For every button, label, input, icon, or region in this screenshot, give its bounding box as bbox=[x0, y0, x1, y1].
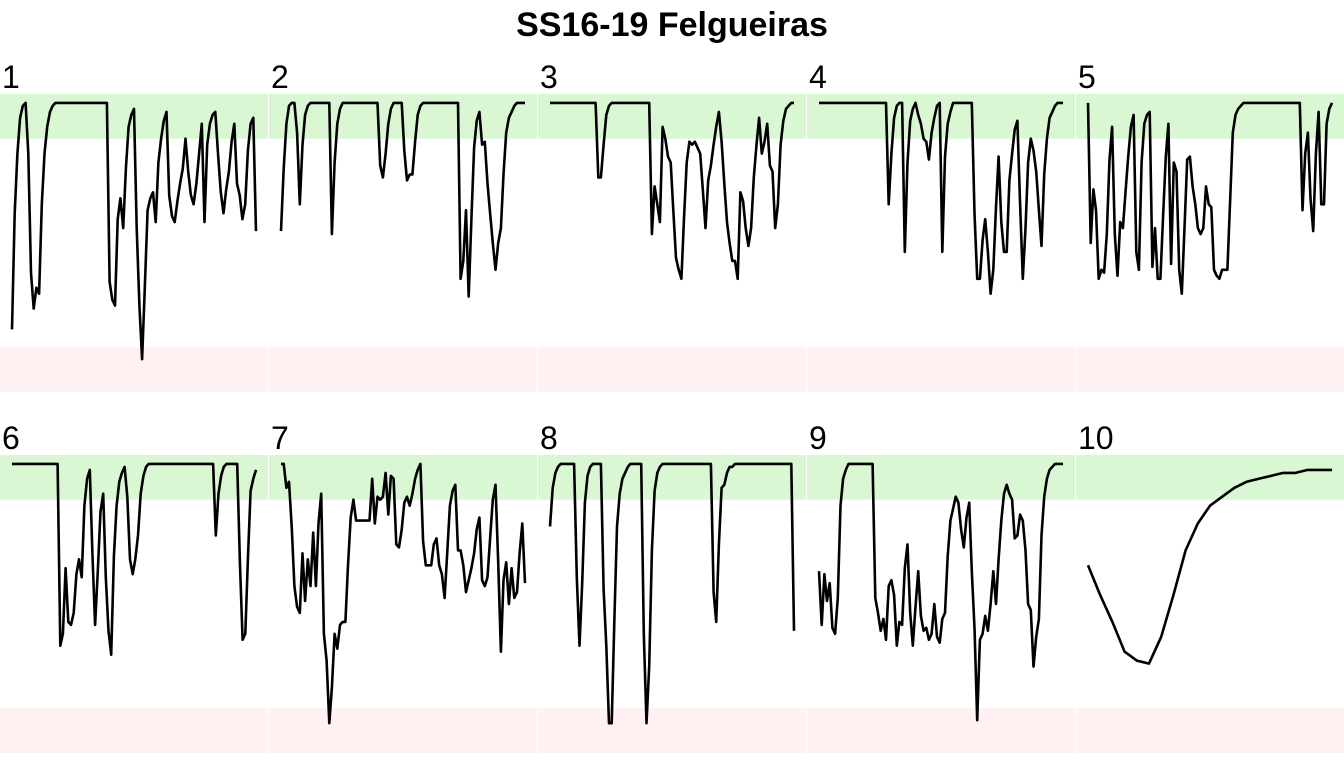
panel-label: 3 bbox=[540, 59, 558, 95]
series-line-6 bbox=[12, 462, 258, 657]
band-low bbox=[807, 708, 1075, 753]
panel-label: 6 bbox=[2, 420, 20, 456]
band-high bbox=[269, 455, 537, 500]
panel-8: 8 bbox=[538, 420, 806, 753]
series-line-4 bbox=[819, 101, 1063, 296]
series-line-1 bbox=[10, 101, 258, 361]
band-high bbox=[0, 455, 268, 500]
band-low bbox=[0, 347, 268, 392]
series-line-8 bbox=[548, 462, 796, 725]
band-low bbox=[269, 708, 537, 753]
band-low bbox=[538, 347, 806, 392]
panel-7: 7 bbox=[269, 420, 537, 753]
chart-title: SS16-19 Felgueiras bbox=[516, 6, 828, 44]
band-high bbox=[1076, 455, 1344, 500]
panel-5: 5 bbox=[1076, 59, 1344, 392]
panel-label: 10 bbox=[1078, 420, 1114, 456]
panel-label: 7 bbox=[271, 420, 289, 456]
panel-label: 8 bbox=[540, 420, 558, 456]
panel-2: 2 bbox=[269, 59, 537, 392]
band-high bbox=[807, 455, 1075, 500]
series-line-10 bbox=[1086, 468, 1332, 665]
panel-label: 1 bbox=[2, 59, 20, 95]
band-low bbox=[538, 708, 806, 753]
panel-label: 5 bbox=[1078, 59, 1096, 95]
series-line-3 bbox=[550, 101, 794, 281]
panel-label: 2 bbox=[271, 59, 289, 95]
series-line-2 bbox=[279, 101, 525, 298]
panel-10: 10 bbox=[1076, 420, 1344, 753]
series-line-7 bbox=[281, 462, 527, 725]
panel-label: 9 bbox=[809, 420, 827, 456]
panel-label: 4 bbox=[809, 59, 827, 95]
panel-6: 6 bbox=[0, 420, 268, 753]
band-low bbox=[0, 708, 268, 753]
band-low bbox=[1076, 708, 1344, 753]
panel-9: 9 bbox=[807, 420, 1075, 753]
band-low bbox=[807, 347, 1075, 392]
panel-4: 4 bbox=[807, 59, 1075, 392]
panel-3: 3 bbox=[538, 59, 806, 392]
band-high bbox=[538, 455, 806, 500]
band-high bbox=[1076, 94, 1344, 139]
series-line-9 bbox=[817, 462, 1063, 722]
band-low bbox=[1076, 347, 1344, 392]
series-line-5 bbox=[1086, 101, 1334, 296]
band-low bbox=[269, 347, 537, 392]
panel-1: 1 bbox=[0, 59, 268, 392]
